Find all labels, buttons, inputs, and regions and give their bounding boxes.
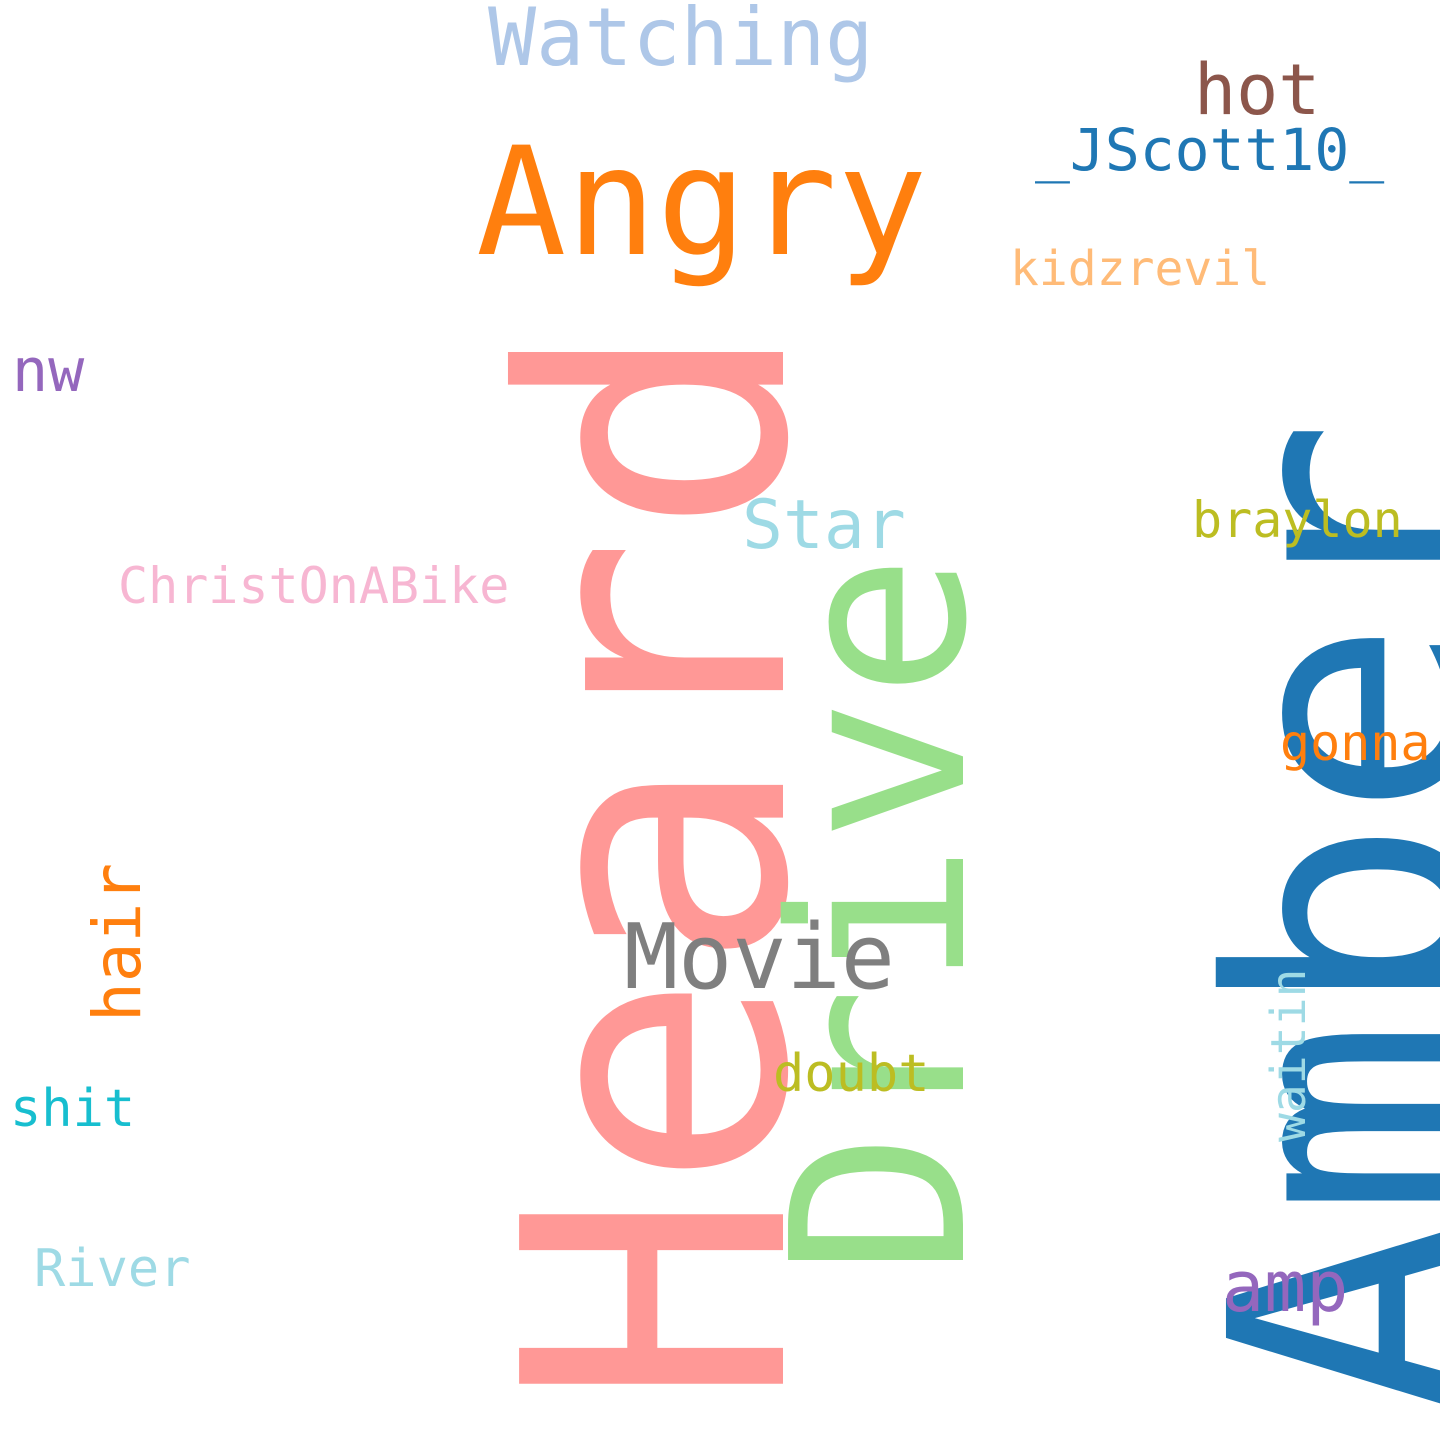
word-waitin: waitin bbox=[1265, 969, 1313, 1142]
word-doubt: doubt bbox=[773, 1048, 930, 1100]
word-hair: hair bbox=[85, 863, 151, 1022]
word-star: Star bbox=[742, 492, 906, 560]
word-nw: nw bbox=[12, 341, 84, 401]
word-kidzrevil: kidzrevil bbox=[1010, 245, 1270, 293]
word-hot: hot bbox=[1194, 55, 1320, 125]
word-braylon: braylon bbox=[1192, 495, 1403, 545]
word-angry: Angry bbox=[476, 128, 928, 278]
word-amp: amp bbox=[1222, 1252, 1348, 1322]
word-jscott: _JScott10_ bbox=[1035, 121, 1384, 179]
word-watching: Watching bbox=[488, 0, 873, 78]
word-river: River bbox=[34, 1243, 191, 1295]
word-christonabike: ChristOnABike bbox=[118, 561, 509, 611]
word-shit: shit bbox=[10, 1083, 135, 1135]
word-movie: Movie bbox=[624, 913, 895, 1003]
word-gonna: gonna bbox=[1280, 718, 1431, 768]
